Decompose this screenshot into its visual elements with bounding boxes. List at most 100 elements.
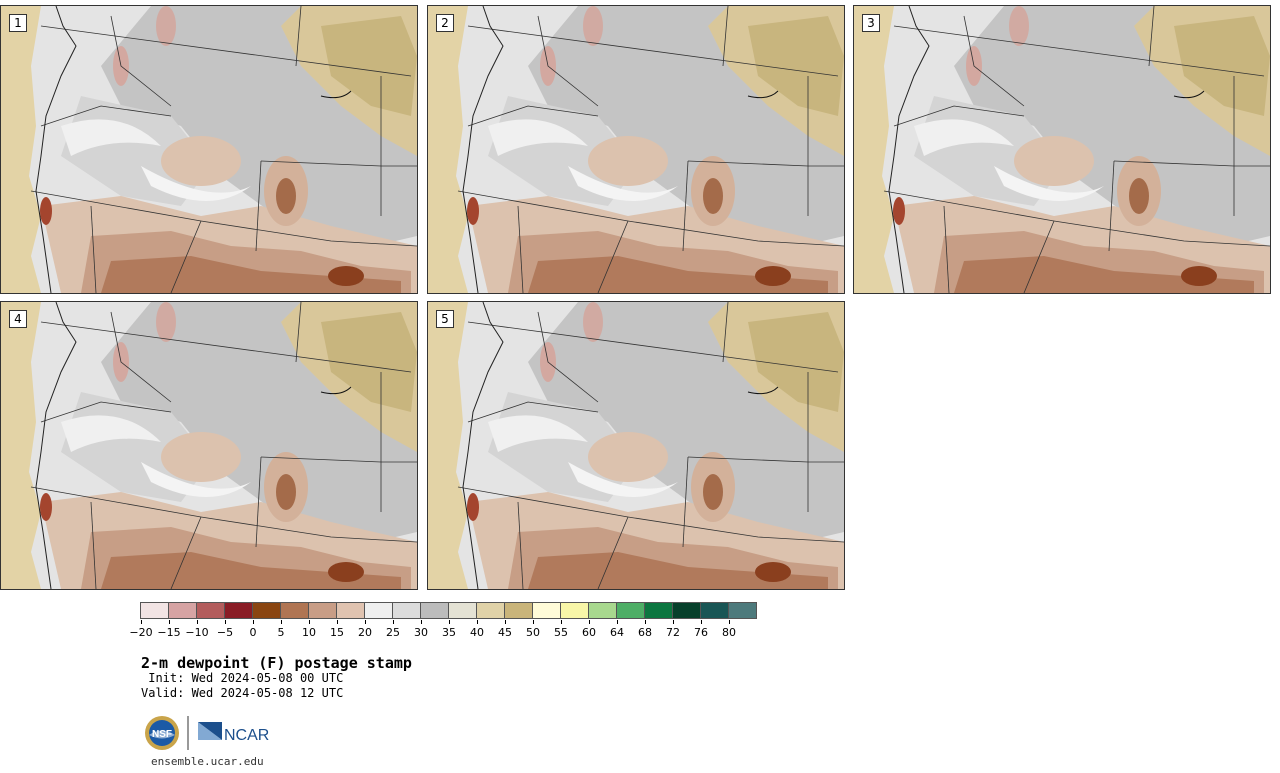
dewpoint-field [321, 312, 417, 412]
state-border [255, 160, 262, 252]
member-label: 3 [862, 14, 880, 32]
nsf-logo: NSF [145, 716, 179, 750]
dewpoint-field [161, 432, 241, 482]
dewpoint-field [141, 462, 251, 497]
colorbar-tick [225, 620, 226, 624]
state-border [537, 15, 599, 107]
colorbar-tick [645, 620, 646, 624]
colorbar-tick-label: 72 [666, 626, 680, 639]
state-border [682, 160, 689, 252]
state-border [255, 456, 262, 548]
map-panel: 1 [0, 5, 418, 294]
member-label: 5 [436, 310, 454, 328]
state-border [943, 205, 950, 293]
colorbar-tick-label: −5 [216, 626, 234, 639]
colorbar-tick-label: −10 [185, 626, 209, 639]
map-panel: 3 [853, 5, 1271, 294]
state-border [597, 220, 629, 293]
dewpoint-field [156, 302, 176, 342]
dewpoint-field [488, 119, 588, 156]
colorbar-tick-label: 60 [582, 626, 596, 639]
member-label: 1 [9, 14, 27, 32]
colorbar-ticks: −20 −15 −10 −5 0 5 10 15 20 25 30 35 40 45 50 55 60 64 68 7… [129, 620, 760, 640]
state-border [170, 220, 202, 293]
colorbar-tick [197, 620, 198, 624]
dewpoint-field [488, 415, 588, 452]
dewpoint-field [61, 119, 161, 156]
dewpoint-map [428, 6, 844, 293]
colorbar-tick-label: 5 [277, 626, 285, 639]
colorbar-segment [532, 602, 561, 619]
coastline [462, 302, 504, 589]
ncar-logo: NCAR [198, 722, 269, 744]
colorbar-segment [140, 602, 169, 619]
colorbar-segment [308, 602, 337, 619]
colorbar-segment [364, 602, 393, 619]
dewpoint-field [755, 266, 791, 286]
colorbar-tick-label: 50 [526, 626, 540, 639]
dewpoint-field [1009, 6, 1029, 46]
dewpoint-field [40, 493, 52, 521]
colorbar-tick [281, 620, 282, 624]
dewpoint-field [276, 474, 296, 510]
colorbar-segment [644, 602, 673, 619]
dewpoint-field [994, 166, 1104, 201]
dewpoint-field [141, 166, 251, 201]
state-border [1108, 160, 1115, 252]
dewpoint-field [467, 197, 479, 225]
colorbar-tick-label: 10 [302, 626, 316, 639]
colorbar-tick [673, 620, 674, 624]
dewpoint-field [528, 552, 828, 589]
colorbar-tick [421, 620, 422, 624]
coastline [35, 6, 77, 293]
member-label: 2 [436, 14, 454, 32]
colorbar-tick-label: 76 [694, 626, 708, 639]
state-border [1148, 6, 1155, 67]
colorbar-tick-label: 40 [470, 626, 484, 639]
state-border [40, 105, 172, 127]
state-border [467, 25, 839, 77]
state-border [517, 205, 524, 293]
colorbar-tick [617, 620, 618, 624]
dewpoint-field [1174, 16, 1270, 116]
river [320, 386, 352, 395]
state-border [883, 190, 1270, 247]
state-border [30, 190, 417, 247]
colorbar-tick [477, 620, 478, 624]
colorbar-tick [449, 620, 450, 624]
state-border [110, 311, 172, 403]
colorbar-segment [392, 602, 421, 619]
state-border [40, 25, 412, 77]
colorbar-tick [505, 620, 506, 624]
svg-text:NSF: NSF [152, 729, 172, 740]
colorbar-tick-label: 64 [610, 626, 624, 639]
river [1173, 90, 1205, 99]
dewpoint-field [748, 312, 844, 412]
colorbar-tick-label: 25 [386, 626, 400, 639]
state-border [90, 501, 97, 589]
state-border [722, 6, 729, 67]
river [747, 90, 779, 99]
river [320, 90, 352, 99]
colorbar-tick [393, 620, 394, 624]
dewpoint-field [748, 16, 844, 116]
dewpoint-field [583, 302, 603, 342]
dewpoint-field [467, 493, 479, 521]
dewpoint-field [328, 266, 364, 286]
map-panel: 4 [0, 301, 418, 590]
state-border [295, 6, 302, 67]
site-url: ensemble.ucar.edu [151, 755, 264, 768]
colorbar-tick [561, 620, 562, 624]
dewpoint-field [321, 16, 417, 116]
colorbar-segment [252, 602, 281, 619]
state-border [682, 456, 689, 548]
dewpoint-field [428, 6, 468, 293]
map-panel: 5 [427, 301, 845, 590]
colorbar-segment [504, 602, 533, 619]
colorbar-tick [169, 620, 170, 624]
colorbar-tick-label: 0 [249, 626, 257, 639]
chart-title: 2-m dewpoint (F) postage stamp [141, 654, 412, 672]
state-border [597, 516, 629, 589]
colorbar-tick-label: −15 [157, 626, 181, 639]
colorbar-segment [672, 602, 701, 619]
